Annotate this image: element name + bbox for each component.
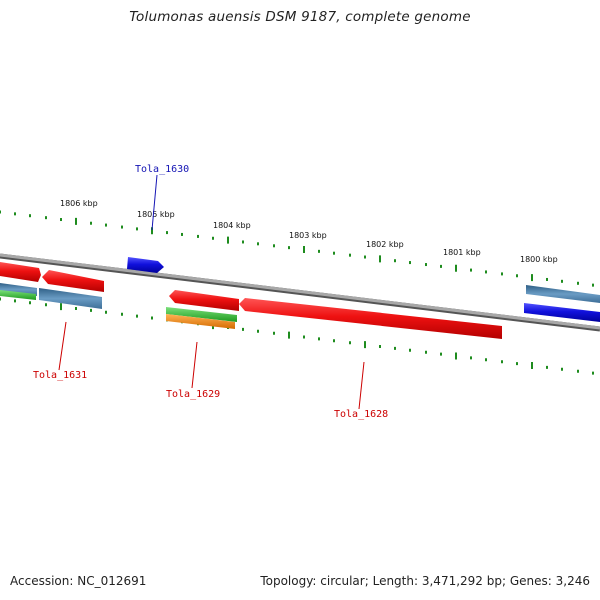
topology-label: Topology: xyxy=(260,574,317,588)
scale-label: 1804 kbp xyxy=(213,221,251,230)
scale-label: 1802 kbp xyxy=(366,240,404,249)
gene-tola-1629[interactable] xyxy=(169,290,239,311)
gene-steel-b[interactable] xyxy=(39,288,102,309)
gene-tola-1630[interactable] xyxy=(127,257,164,273)
footer-summary: Topology: circular; Length: 3,471,292 bp… xyxy=(260,574,590,588)
footer-accession: Accession: NC_012691 xyxy=(10,574,146,588)
locus-label-tola-1629[interactable]: Tola_1629 xyxy=(166,389,220,400)
scale-label: 1803 kbp xyxy=(289,231,327,240)
scale-label: 1800 kbp xyxy=(520,255,558,264)
leader-line-tola-1631 xyxy=(58,321,67,371)
genes-value: 3,246 xyxy=(555,574,590,588)
gene-reverse-red-a[interactable] xyxy=(42,270,104,292)
locus-label-tola-1628[interactable]: Tola_1628 xyxy=(334,409,388,420)
gene-green-a[interactable] xyxy=(0,290,36,300)
outer-tick-track xyxy=(0,210,594,287)
scale-label: 1805 kbp xyxy=(137,210,175,219)
topology-value: circular xyxy=(320,574,365,588)
gene-tola-1628[interactable] xyxy=(239,298,502,339)
accession-label: Accession: xyxy=(10,574,74,588)
accession-value: NC_012691 xyxy=(77,574,147,588)
leader-line-tola-1629 xyxy=(191,341,198,389)
leader-line-tola-1630 xyxy=(151,174,158,231)
page-title: Tolumonas auensis DSM 9187, complete gen… xyxy=(129,9,471,25)
inner-tick-track xyxy=(0,297,594,375)
gene-forward-steel-right[interactable] xyxy=(526,285,600,303)
locus-label-tola-1630[interactable]: Tola_1630 xyxy=(135,164,189,175)
locus-label-tola-1631[interactable]: Tola_1631 xyxy=(33,370,87,381)
length-label: Length: xyxy=(372,574,419,588)
scale-label: 1806 kbp xyxy=(60,199,98,208)
length-value: 3,471,292 bp xyxy=(421,574,502,588)
scale-label: 1801 kbp xyxy=(443,248,481,257)
gene-forward-red-left[interactable] xyxy=(0,262,41,282)
genes-label: Genes: xyxy=(509,574,552,588)
leader-line-tola-1628 xyxy=(358,361,365,410)
gene-green-b[interactable] xyxy=(166,307,237,322)
gene-orange-b[interactable] xyxy=(166,314,235,329)
genome-backbone xyxy=(0,253,600,330)
gene-forward-blue-right[interactable] xyxy=(524,303,600,322)
separator: ; xyxy=(501,574,510,588)
separator: ; xyxy=(364,574,373,588)
